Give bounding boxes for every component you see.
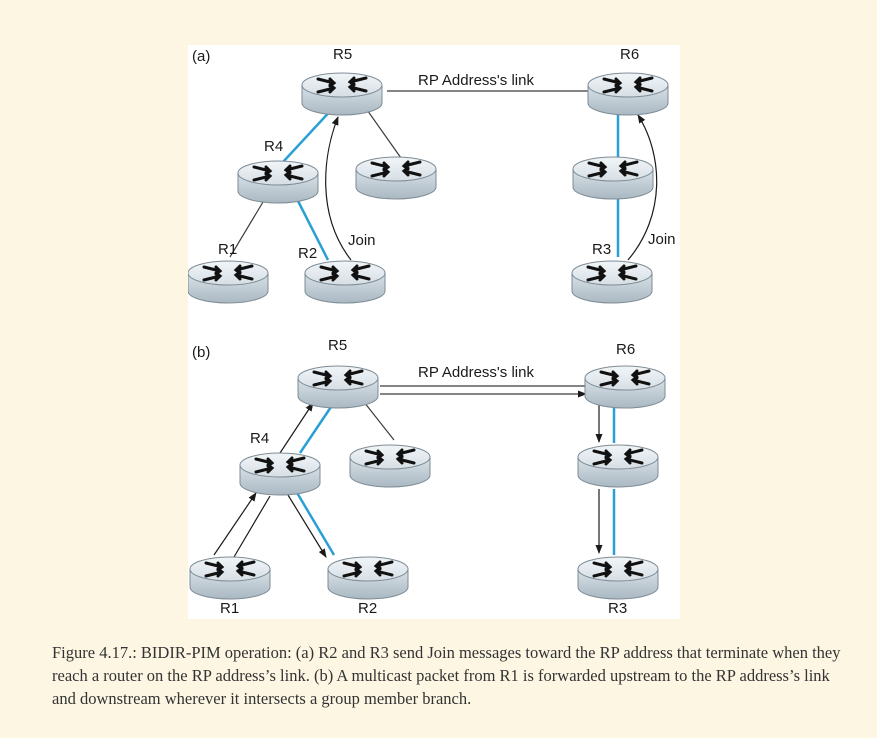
label-r3: R3 xyxy=(592,241,611,258)
label-r2-b: R2 xyxy=(358,600,377,617)
label-join-r2: Join xyxy=(348,232,376,249)
router-unlabeled-icon xyxy=(354,155,438,201)
label-r5-b: R5 xyxy=(328,337,347,354)
return-line-r1-r4 xyxy=(233,495,271,558)
router-r6-b-icon xyxy=(583,364,667,410)
router-r5-b-icon xyxy=(296,364,380,410)
router-r3-icon xyxy=(570,259,654,305)
panel-a-tag: (a) xyxy=(192,48,210,65)
forward-arrow-r1-r4 xyxy=(213,492,257,556)
forward-arrow-r4-r2 xyxy=(287,494,327,558)
figure-panel: (a) R5 R6 R4 R1 R2 R3 RP Address's link … xyxy=(188,45,680,619)
branch-r4-r2-b xyxy=(294,490,336,556)
link-r4-r1 xyxy=(229,196,267,258)
panel-a: (a) R5 R6 R4 R1 R2 R3 RP Address's link … xyxy=(188,46,676,305)
label-r4: R4 xyxy=(264,138,283,155)
link-r5-router-b xyxy=(363,401,395,441)
forward-arrow-r4-r5 xyxy=(279,402,314,454)
label-r3-b: R3 xyxy=(608,600,627,617)
join-arrow-r3 xyxy=(627,114,658,261)
router-r4-b-icon xyxy=(238,451,322,497)
branch-r4-r2 xyxy=(294,196,330,261)
bidir-pim-diagram: (a) R5 R6 R4 R1 R2 R3 RP Address's link … xyxy=(188,46,676,617)
router-r3-b-icon xyxy=(576,555,660,601)
branch-r4-r5 xyxy=(282,106,335,163)
figure-caption: Figure 4.17.: BIDIR-PIM operation: (a) R… xyxy=(52,643,841,708)
link-r5-router xyxy=(364,106,402,159)
label-r1-b: R1 xyxy=(220,600,239,617)
router-r2-b-icon xyxy=(326,555,410,601)
router-middle-b-icon xyxy=(576,443,660,489)
router-r2-icon xyxy=(303,259,387,305)
router-unlabeled-b-icon xyxy=(348,443,432,489)
router-r4-icon xyxy=(236,159,320,205)
panel-b: (b) R5 R6 R4 R1 R2 R3 RP Address's link xyxy=(188,337,667,617)
join-arrow-r2 xyxy=(325,116,352,261)
label-r4-b: R4 xyxy=(250,430,269,447)
label-r1: R1 xyxy=(218,241,237,258)
label-rp-link-a: RP Address's link xyxy=(418,72,534,89)
label-r6-b: R6 xyxy=(616,341,635,358)
router-r5-icon xyxy=(300,71,384,117)
label-r2: R2 xyxy=(298,245,317,262)
router-r6-icon xyxy=(586,71,670,117)
label-rp-link-b: RP Address's link xyxy=(418,364,534,381)
router-r1-icon xyxy=(188,259,270,305)
label-r6: R6 xyxy=(620,46,639,63)
label-r5: R5 xyxy=(333,46,352,63)
branch-r4-r5-b xyxy=(298,400,337,454)
label-join-r3: Join xyxy=(648,231,676,248)
router-middle-icon xyxy=(571,155,655,201)
router-r1-b-icon xyxy=(188,555,272,601)
panel-b-tag: (b) xyxy=(192,344,210,361)
